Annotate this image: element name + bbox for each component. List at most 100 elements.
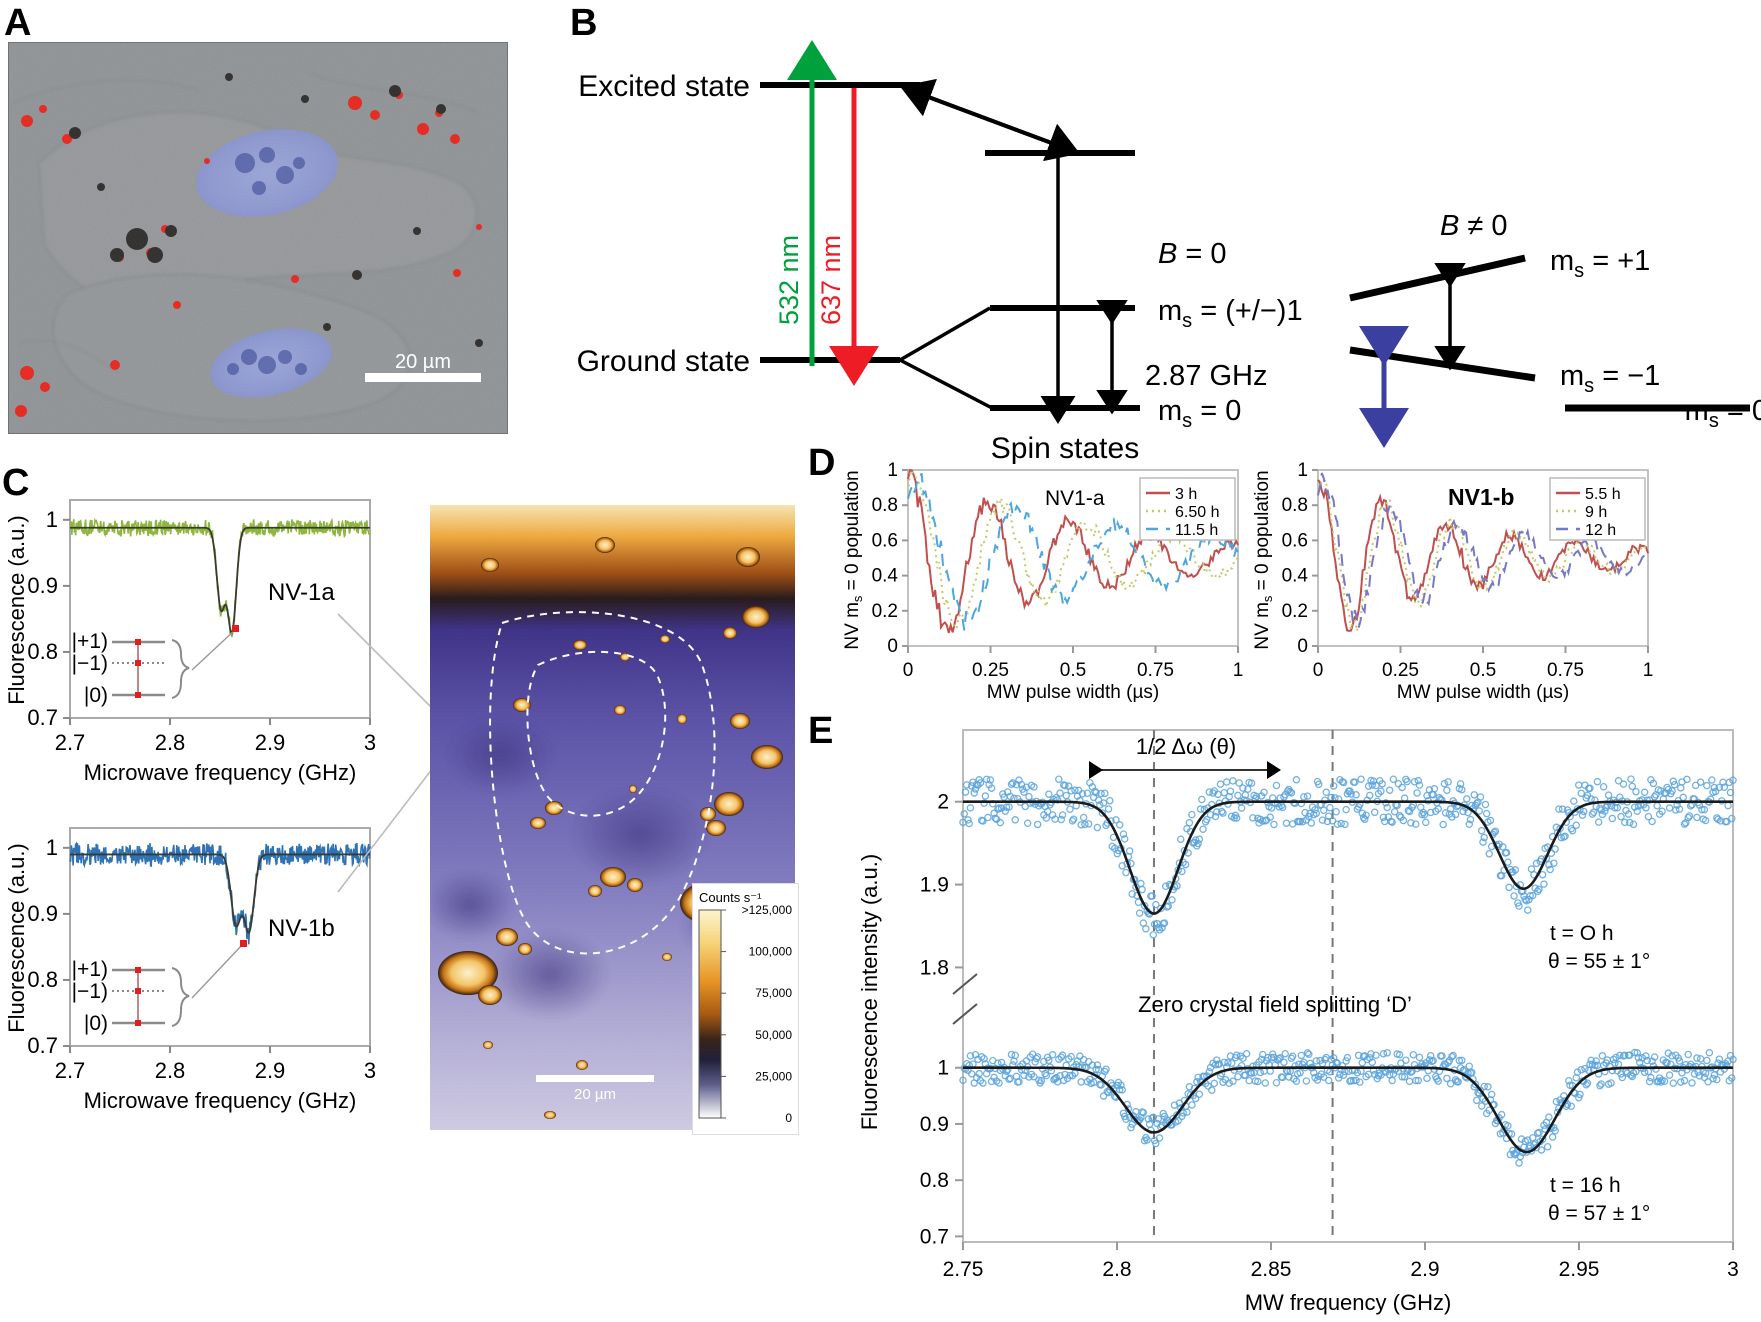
data-point <box>1368 781 1377 789</box>
data-point <box>1312 1057 1321 1065</box>
data-point <box>1339 778 1348 787</box>
y-tick-label: 0.6 <box>1282 530 1308 551</box>
data-point <box>1357 775 1365 783</box>
data-point <box>1332 1058 1340 1067</box>
data-point <box>1383 803 1391 812</box>
data-point <box>1196 805 1205 813</box>
legend-label: 12 h <box>1585 522 1616 539</box>
data-point <box>1154 1115 1163 1123</box>
data-point <box>1326 803 1334 812</box>
x-tick-label: 2.7 <box>55 1058 86 1083</box>
data-point <box>1276 1054 1284 1062</box>
data-point <box>1449 1051 1457 1060</box>
data-point <box>1582 1081 1590 1089</box>
data-point <box>1037 1076 1046 1085</box>
data-point <box>1626 818 1634 827</box>
data-point <box>1042 1071 1051 1080</box>
data-point <box>1303 792 1312 800</box>
data-point <box>1117 1081 1125 1089</box>
data-point <box>1634 1054 1643 1062</box>
data-point <box>1640 788 1649 797</box>
data-point <box>1647 1073 1655 1082</box>
data-point <box>1407 819 1415 827</box>
data-point <box>1058 811 1067 819</box>
data-point <box>1255 819 1263 827</box>
data-point <box>1670 780 1679 789</box>
y-tick-label: 0.2 <box>872 601 898 622</box>
data-point <box>1458 785 1466 794</box>
e-xlabel: MW frequency (GHz) <box>1245 1290 1452 1315</box>
data-point <box>1599 782 1608 791</box>
x-tick-label: 1 <box>1233 660 1244 681</box>
data-point <box>1471 1080 1480 1089</box>
data-point <box>999 1065 1007 1073</box>
data-point <box>1088 1061 1097 1069</box>
data-point <box>1443 1074 1451 1083</box>
data-point <box>1484 1083 1492 1091</box>
odmr-noisy-trace <box>69 841 371 945</box>
data-point <box>1122 868 1130 877</box>
data-point <box>1142 925 1150 933</box>
data-point <box>1247 779 1256 787</box>
data-point <box>1468 1068 1476 1077</box>
data-point <box>1643 1056 1651 1065</box>
data-point <box>1700 1073 1709 1082</box>
data-point <box>1280 1058 1288 1067</box>
data-point <box>1695 1072 1704 1080</box>
green-wavelength-label: 532 nm <box>774 235 804 325</box>
x-tick-label: 3 <box>364 1058 376 1083</box>
data-point <box>1627 775 1635 783</box>
data-point <box>1178 867 1186 876</box>
data-point <box>1226 787 1235 796</box>
data-point <box>1033 820 1042 829</box>
panel-a-scalebar-label: 20 µm <box>395 351 451 373</box>
data-point <box>1491 827 1500 835</box>
data-point <box>1466 815 1475 824</box>
data-point <box>1067 1052 1075 1061</box>
data-point <box>1030 1072 1038 1081</box>
legend-label: 11.5 h <box>1175 522 1218 539</box>
data-point <box>1477 826 1486 835</box>
data-point <box>961 788 970 796</box>
nv1a-rabi-svg: 0 0.25 0.5 0.75 1 0 0.2 0.4 0.6 0.8 1 NV ms = 0 po… <box>842 460 1244 703</box>
panel-d-left-chart: 0 0.25 0.5 0.75 1 0 0.2 0.4 0.6 0.8 1 NV ms = 0 po… <box>840 460 1260 710</box>
colorbar-gradient <box>698 909 722 1119</box>
ms-plus1-label: ms = +1 <box>1550 245 1650 282</box>
data-point <box>1728 814 1736 823</box>
data-point <box>1272 1079 1281 1087</box>
data-point <box>1597 1080 1605 1088</box>
data-point <box>1726 788 1735 797</box>
data-point <box>1310 1068 1318 1077</box>
data-point <box>1642 1052 1650 1060</box>
data-point <box>1272 781 1281 790</box>
y-tick-label: 0.8 <box>27 967 58 992</box>
data-point <box>1367 1050 1375 1058</box>
data-point <box>1179 1109 1187 1117</box>
data-point <box>979 817 987 825</box>
data-point <box>1210 1079 1219 1088</box>
e-delta-omega-label: 1/2 Δω (θ) <box>1136 734 1236 759</box>
data-point <box>1545 861 1553 869</box>
colorbar-tick-label: 75,000 <box>755 986 792 1000</box>
data-point <box>1205 1067 1214 1076</box>
data-point <box>1324 1076 1333 1085</box>
data-point <box>1211 812 1220 821</box>
data-point <box>1370 808 1379 817</box>
x-tick-label: 2.8 <box>1102 1258 1131 1281</box>
data-point <box>995 1079 1003 1087</box>
data-point <box>1342 1057 1350 1065</box>
x-tick-label: 3 <box>1727 1258 1739 1281</box>
isc-arrow-lower <box>914 90 1080 162</box>
data-point <box>1705 1049 1714 1057</box>
data-point <box>1465 820 1474 829</box>
data-point <box>1352 1076 1360 1085</box>
data-point <box>1305 1050 1313 1059</box>
data-point <box>1575 1093 1583 1102</box>
data-point <box>1148 892 1156 900</box>
data-point <box>1149 931 1158 939</box>
data-point <box>1715 783 1724 792</box>
y-tick-label-upper: 2 <box>937 791 949 814</box>
data-point <box>1120 835 1129 843</box>
data-point <box>1164 902 1172 910</box>
data-point <box>1185 1083 1194 1091</box>
